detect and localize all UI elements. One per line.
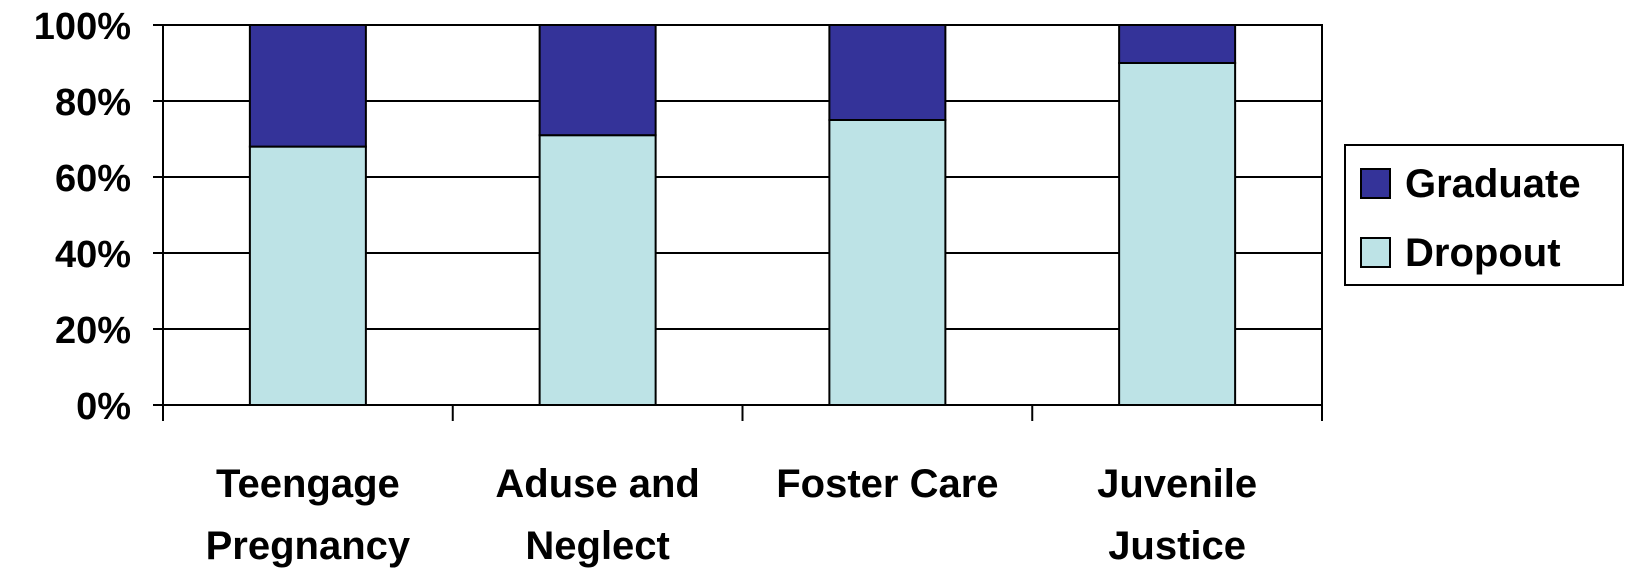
bar-dropout bbox=[538, 134, 657, 406]
x-category-label: Aduse and bbox=[495, 462, 699, 506]
bar-graduate bbox=[1118, 24, 1237, 64]
x-category-label: Justice bbox=[1108, 524, 1246, 568]
bar-dropout bbox=[248, 145, 367, 406]
bar-dropout bbox=[1118, 62, 1237, 406]
y-tick-label: 60% bbox=[55, 158, 131, 200]
bar-dropout bbox=[828, 119, 947, 406]
x-category-label: Foster Care bbox=[776, 462, 998, 506]
y-tick-label: 80% bbox=[55, 82, 131, 124]
bar-graduate bbox=[538, 24, 657, 137]
legend-label-graduate: Graduate bbox=[1405, 162, 1581, 206]
y-tick-label: 40% bbox=[55, 234, 131, 276]
y-tick-label: 20% bbox=[55, 310, 131, 352]
bar-graduate bbox=[248, 24, 367, 148]
x-category-label: Teengage bbox=[216, 462, 400, 506]
bar-graduate bbox=[828, 24, 947, 121]
y-tick-label: 100% bbox=[34, 6, 131, 48]
x-category-label: Pregnancy bbox=[206, 524, 411, 568]
legend-swatch-dropout bbox=[1360, 237, 1391, 268]
y-tick-label: 0% bbox=[76, 386, 131, 428]
x-category-label: Neglect bbox=[525, 524, 670, 568]
x-category-label: Juvenile bbox=[1097, 462, 1257, 506]
legend-box bbox=[1344, 144, 1624, 286]
legend-swatch-graduate bbox=[1360, 168, 1391, 199]
legend-label-dropout: Dropout bbox=[1405, 231, 1561, 275]
